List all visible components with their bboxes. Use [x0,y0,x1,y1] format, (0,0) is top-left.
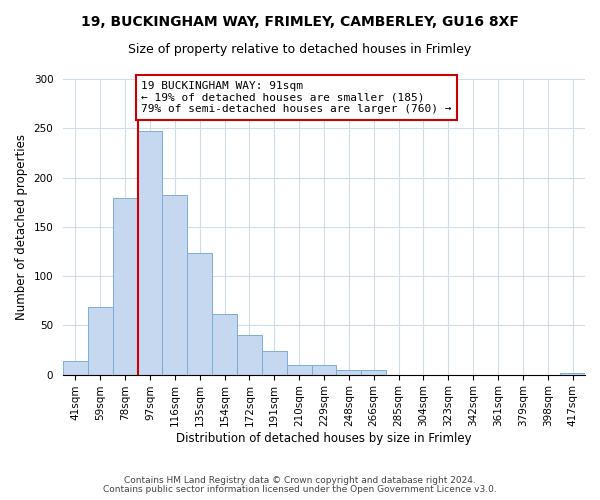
Bar [311,364,337,374]
Bar [237,335,262,374]
Text: 19, BUCKINGHAM WAY, FRIMLEY, CAMBERLEY, GU16 8XF: 19, BUCKINGHAM WAY, FRIMLEY, CAMBERLEY, … [81,15,519,29]
Bar [560,372,585,374]
Text: Contains HM Land Registry data © Crown copyright and database right 2024.: Contains HM Land Registry data © Crown c… [124,476,476,485]
Bar [337,370,361,374]
Bar [63,361,88,374]
Bar [187,254,212,374]
Bar [113,198,137,374]
Bar [163,196,187,374]
Bar [287,364,311,374]
Bar [88,306,113,374]
Bar [262,351,287,374]
X-axis label: Distribution of detached houses by size in Frimley: Distribution of detached houses by size … [176,432,472,445]
Bar [137,131,163,374]
Text: Size of property relative to detached houses in Frimley: Size of property relative to detached ho… [128,42,472,56]
Text: Contains public sector information licensed under the Open Government Licence v3: Contains public sector information licen… [103,484,497,494]
Y-axis label: Number of detached properties: Number of detached properties [15,134,28,320]
Bar [361,370,386,374]
Bar [212,314,237,374]
Text: 19 BUCKINGHAM WAY: 91sqm
← 19% of detached houses are smaller (185)
79% of semi-: 19 BUCKINGHAM WAY: 91sqm ← 19% of detach… [142,81,452,114]
